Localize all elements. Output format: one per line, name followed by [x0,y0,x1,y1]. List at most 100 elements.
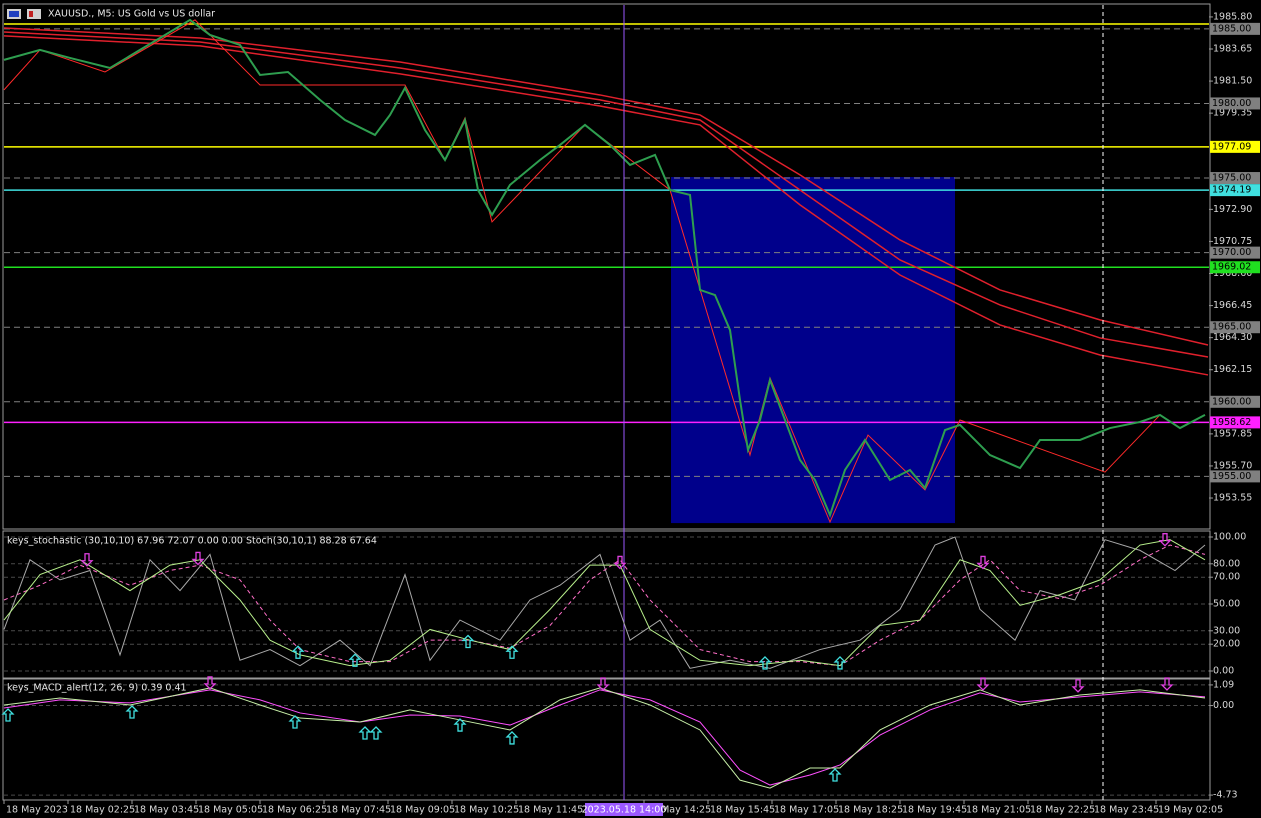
series-line [3,35,1209,376]
cursor-label: 2023.05.18 14:00 [582,805,667,816]
signal-arrow [976,555,990,570]
panel-title: keys_stochastic (30,10,10) 67.96 72.07 0… [7,536,377,547]
y-tick-label: 1970.75 [1213,236,1252,247]
x-tick-label: 18 May 19:45 [902,805,967,816]
signal-arrow [453,718,467,732]
symbol-icons [7,9,41,19]
y-tick-label: 1964.30 [1213,332,1252,343]
x-tick-label: 18 May 07:45 [326,805,391,816]
level-label: 1955.00 [1212,471,1251,482]
level-label-box [1210,321,1260,334]
signal-arrow [191,551,205,566]
signal-arrow [1158,533,1172,547]
level-label-box [1210,246,1260,259]
x-tick-label: 19 May 02:05 [1158,805,1223,816]
y-tick-label: 20.00 [1213,639,1240,650]
signal-arrow [369,726,383,740]
y-tick-label: 1966.45 [1213,300,1252,311]
x-tick-label: 18 May 10:25 [454,805,519,816]
level-label: 1965.00 [1212,322,1251,333]
y-tick-label: 1979.35 [1213,108,1252,119]
signal-arrow [828,768,842,782]
y-tick-label: 100.00 [1213,531,1246,542]
y-tick-label: 0.00 [1213,665,1234,676]
cursor-label-box [585,803,663,816]
signal-arrow [203,676,217,690]
level-label: 1977.09 [1212,141,1251,152]
level-label-box [1210,97,1260,110]
y-tick-label: 1972.90 [1213,204,1252,215]
series-line [3,31,1209,358]
signal-arrow [505,730,519,745]
y-tick-label: -4.73 [1213,790,1238,801]
series-line [3,536,1206,669]
y-tick-label: 1957.85 [1213,428,1252,439]
signal-arrow [125,705,139,719]
y-tick-label: 1953.55 [1213,493,1252,504]
stoch-frame [2,530,1211,679]
series-line [3,539,1206,667]
level-label-box [1210,22,1260,35]
level-label-box [1210,261,1260,274]
y-tick-label: 1955.70 [1213,460,1252,471]
x-tick-label: 18 May 22:25 [1030,805,1095,816]
signal-arrow [348,653,362,667]
level-label: 1969.02 [1212,262,1251,273]
signal-arrow [505,645,519,659]
x-tick-label: 18 May 05:05 [198,805,263,816]
level-label-box [1210,395,1260,408]
y-tick-label: 0.00 [1213,700,1234,711]
icon [27,9,41,19]
icon [9,11,19,17]
macd-frame [2,678,1211,801]
y-tick-label: 50.00 [1213,598,1240,609]
level-label-box [1210,470,1260,483]
level-label: 1975.00 [1212,173,1251,184]
panel-title: XAUUSD., M5: US Gold vs US dollar [48,9,215,20]
x-tick-label: 18 May 06:25 [262,805,327,816]
signal-arrow [288,715,302,729]
signal-arrow [596,677,610,691]
y-tick-label: 80.00 [1213,558,1240,569]
zone [671,176,955,524]
x-tick-label: 18 May 18:25 [838,805,903,816]
level-label: 1985.00 [1212,23,1251,34]
y-tick-label: 1968.60 [1213,268,1252,279]
y-tick-label: 1981.50 [1213,76,1252,87]
x-tick-label: 18 May 2023 [6,805,68,816]
x-tick-label: 18 May 09:05 [390,805,455,816]
series-line [3,689,1206,786]
level-label: 1958.62 [1212,417,1251,428]
level-label: 1974.19 [1212,185,1251,196]
x-tick-label: 18 May 17:05 [774,805,839,816]
signal-arrow [1,708,15,722]
level-label-box [1210,172,1260,185]
x-tick-label: 18 May 14:25 [646,805,711,816]
x-tick-label: 18 May 11:45 [518,805,583,816]
level-label-box [1210,416,1260,429]
y-tick-label: 1985.80 [1213,11,1252,22]
signal-arrow [613,555,627,570]
level-label-box [1210,140,1260,153]
icon [29,11,33,17]
signal-arrow [291,645,305,659]
signal-arrow [358,726,372,740]
series-line [3,544,1206,667]
signal-arrow [758,656,772,670]
series-line [3,18,1206,518]
y-tick-label: 1962.15 [1213,364,1252,375]
y-tick-label: 70.00 [1213,572,1240,583]
y-tick-label: 1983.65 [1213,44,1252,55]
x-tick-label: 18 May 23:45 [1094,805,1159,816]
panel-title: keys_MACD_alert(12, 26, 9) 0.39 0.41 [7,683,187,694]
signal-arrow [976,677,990,691]
series-line [3,687,1206,789]
signal-arrow [461,634,475,649]
x-tick-label: 18 May 15:45 [710,805,775,816]
x-tick-label: 18 May 21:05 [966,805,1031,816]
level-label-box [1210,184,1260,197]
signal-arrow [1071,679,1085,693]
